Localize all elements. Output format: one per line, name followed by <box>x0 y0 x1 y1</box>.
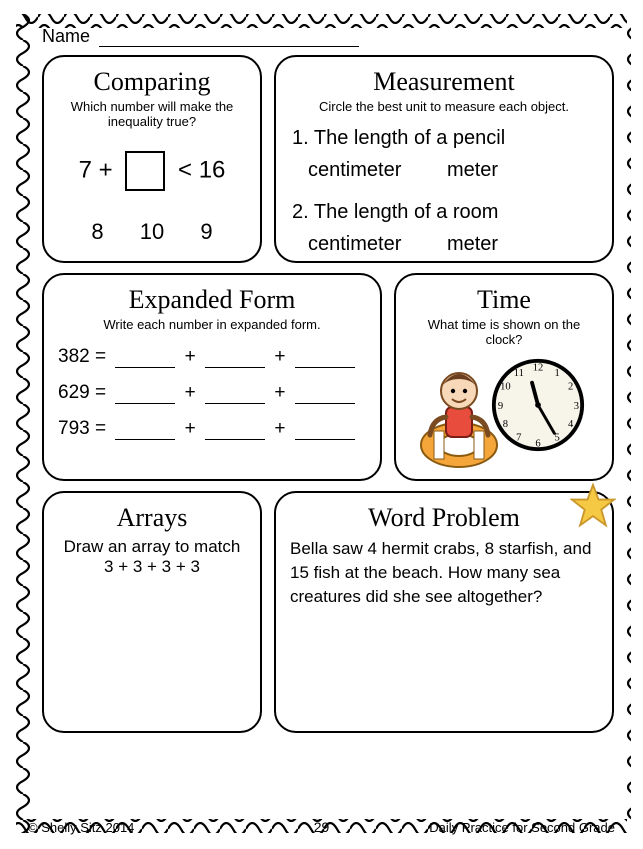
answer-choices: 8 10 9 <box>58 219 246 245</box>
item1-option-b[interactable]: meter <box>447 159 498 181</box>
time-title: Time <box>410 285 598 315</box>
svg-text:2: 2 <box>568 382 573 393</box>
arrays-line1: Draw an array to match <box>58 537 246 557</box>
page-number: 29 <box>314 819 330 835</box>
exp-blank[interactable] <box>295 367 355 368</box>
choice-3[interactable]: 9 <box>200 219 212 244</box>
exp-blank[interactable] <box>115 367 175 368</box>
svg-text:10: 10 <box>500 382 511 393</box>
word-problem-title: Word Problem <box>290 503 598 533</box>
expanded-row-3: 793 = + + <box>58 418 366 440</box>
right-value: 16 <box>199 156 226 183</box>
word-problem-box: Word Problem Bella saw 4 hermit crabs, 8… <box>274 491 614 733</box>
svg-text:6: 6 <box>535 438 540 449</box>
arrays-box: Arrays Draw an array to match 3 + 3 + 3 … <box>42 491 262 733</box>
left-operand: 7 <box>79 156 92 183</box>
choice-1[interactable]: 8 <box>91 219 103 244</box>
time-subtitle: What time is shown on the clock? <box>410 317 598 347</box>
less-than-sign: < <box>178 156 192 183</box>
expanded-row-1: 382 = + + <box>58 346 366 368</box>
expanded-row-2: 629 = + + <box>58 382 366 404</box>
item2-prompt: The length of a room <box>314 201 499 223</box>
exp-blank[interactable] <box>295 403 355 404</box>
expanded-title: Expanded Form <box>58 285 366 315</box>
svg-text:1: 1 <box>555 368 560 379</box>
inequality-expression: 7 + < 16 <box>58 151 246 191</box>
measurement-box: Measurement Circle the best unit to meas… <box>274 55 614 263</box>
measurement-title: Measurement <box>290 67 598 97</box>
exp-num-2: 629 <box>58 382 90 403</box>
svg-text:3: 3 <box>574 401 579 412</box>
svg-text:7: 7 <box>516 433 521 444</box>
item1-prompt: The length of a pencil <box>314 127 505 149</box>
exp-blank[interactable] <box>115 439 175 440</box>
comparing-title: Comparing <box>58 67 246 97</box>
svg-text:9: 9 <box>498 401 503 412</box>
name-label: Name <box>42 26 90 46</box>
exp-blank[interactable] <box>205 403 265 404</box>
series-name: Daily Practice for Second Grade <box>429 820 615 835</box>
exp-blank[interactable] <box>295 439 355 440</box>
expanded-form-box: Expanded Form Write each number in expan… <box>42 273 382 481</box>
comparing-subtitle: Which number will make the inequality tr… <box>58 99 246 129</box>
plus-sign: + <box>99 156 113 183</box>
answer-blank-box[interactable] <box>125 151 165 191</box>
choice-2[interactable]: 10 <box>140 219 164 244</box>
clock-icon: 1212 345 678 91011 <box>490 357 586 453</box>
exp-blank[interactable] <box>115 403 175 404</box>
arrays-title: Arrays <box>58 503 246 533</box>
exp-num-1: 382 <box>58 346 90 367</box>
star-icon <box>570 483 616 529</box>
name-blank[interactable] <box>99 46 359 47</box>
exp-num-3: 793 <box>58 418 90 439</box>
copyright: © Shelly Sitz 2014 <box>28 820 134 835</box>
svg-text:12: 12 <box>533 362 544 373</box>
svg-text:4: 4 <box>568 419 574 430</box>
time-box: Time What time is shown on the clock? <box>394 273 614 481</box>
expanded-subtitle: Write each number in expanded form. <box>58 317 366 332</box>
item2-option-b[interactable]: meter <box>447 233 498 255</box>
svg-text:8: 8 <box>503 419 508 430</box>
item2-option-a[interactable]: centimeter <box>308 233 401 255</box>
item1-option-a[interactable]: centimeter <box>308 159 401 181</box>
word-problem-text: Bella saw 4 hermit crabs, 8 starfish, an… <box>290 537 598 608</box>
item2-number: 2. <box>292 201 309 223</box>
item1-number: 1. <box>292 127 309 149</box>
arrays-line2: 3 + 3 + 3 + 3 <box>58 557 246 577</box>
name-field[interactable]: Name <box>42 26 619 47</box>
exp-blank[interactable] <box>205 439 265 440</box>
measurement-subtitle: Circle the best unit to measure each obj… <box>290 99 598 114</box>
exp-blank[interactable] <box>205 367 265 368</box>
comparing-box: Comparing Which number will make the ine… <box>42 55 262 263</box>
svg-text:11: 11 <box>514 368 524 379</box>
